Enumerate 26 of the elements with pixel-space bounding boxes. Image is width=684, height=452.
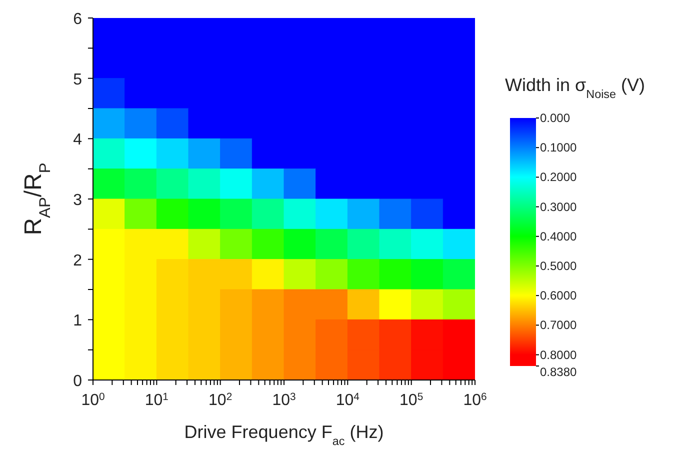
y-tick-label: 2 bbox=[73, 252, 82, 270]
color-bar-label: 0.6000 bbox=[540, 288, 578, 303]
x-tick-label: 10$^{2}$ bbox=[208, 392, 232, 409]
x-tick-label: 10$^{0}$ bbox=[81, 392, 106, 409]
color-bar-label: 0.1000 bbox=[540, 140, 578, 155]
color-bar-label: 0.8380 bbox=[540, 365, 578, 379]
color-bar-label: 0.000 bbox=[540, 111, 570, 125]
y-tick-label: 5 bbox=[73, 71, 82, 88]
x-tick-label: 10$^{1}$ bbox=[144, 392, 169, 409]
x-tick-label: 10$^{5}$ bbox=[400, 392, 424, 409]
x-axis-title: Drive Frequency F$_{ac}$ (Hz) bbox=[184, 422, 384, 448]
x-tick-label: 10$^{3}$ bbox=[272, 392, 296, 409]
color-bar-label: 0.3000 bbox=[540, 200, 578, 214]
color-bar-label: 0.5000 bbox=[540, 258, 578, 273]
color-bar-label: 0.2000 bbox=[540, 170, 578, 184]
x-tick-label: 10$^{6}$ bbox=[463, 392, 488, 409]
color-bar-title: Width in σ$_{Noise}$ (V) bbox=[505, 75, 646, 100]
y-tick-label: 1 bbox=[73, 312, 82, 330]
color-bar-label: 0.4000 bbox=[540, 229, 578, 244]
color-bar-label: 0.7000 bbox=[540, 318, 578, 332]
y-tick-label: 6 bbox=[73, 11, 82, 28]
y-tick-label: 3 bbox=[73, 192, 82, 209]
y-tick-label: 4 bbox=[73, 132, 82, 149]
x-tick-label: 10$^{4}$ bbox=[336, 392, 360, 409]
y-tick-label: 0 bbox=[73, 373, 82, 390]
color-bar-label: 0.8000 bbox=[540, 348, 578, 362]
